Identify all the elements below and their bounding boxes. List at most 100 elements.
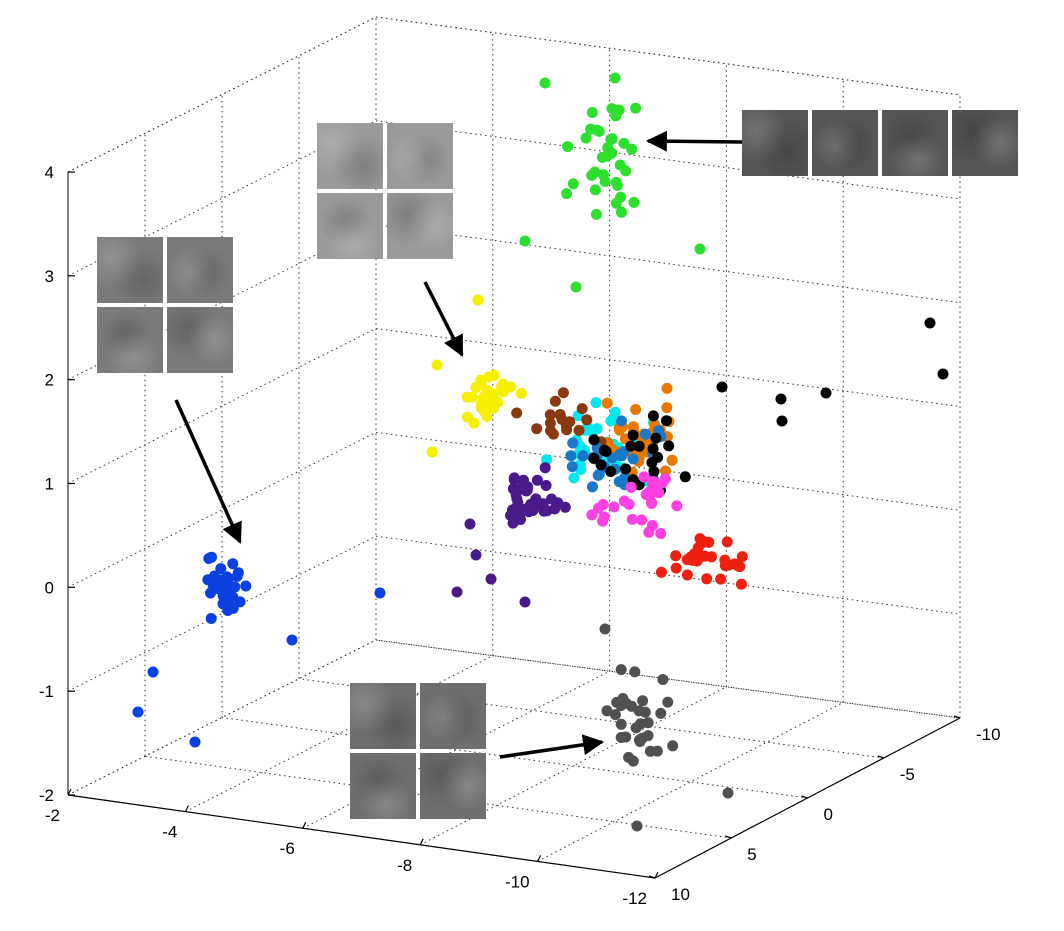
image-patch <box>350 753 416 819</box>
z-tick-label: 2 <box>45 371 54 390</box>
data-point <box>535 500 546 512</box>
data-point <box>639 428 651 440</box>
data-point <box>511 407 523 419</box>
data-point <box>189 736 201 748</box>
data-point <box>539 462 551 474</box>
data-point <box>234 596 246 608</box>
data-point <box>588 452 600 464</box>
data-points <box>132 72 949 832</box>
data-point <box>625 440 637 452</box>
data-point <box>608 501 620 513</box>
annotation-arrow <box>499 734 605 759</box>
data-point <box>636 514 648 526</box>
x-tick-mark <box>67 788 72 796</box>
data-point <box>475 402 487 414</box>
data-point <box>589 184 601 196</box>
y-tick-label: -5 <box>900 765 915 784</box>
data-point <box>240 580 252 592</box>
data-point <box>627 755 639 767</box>
data-point <box>609 709 621 721</box>
data-point <box>601 705 613 717</box>
data-point <box>716 381 728 393</box>
data-point <box>565 450 577 462</box>
data-point <box>523 506 535 518</box>
data-point <box>426 446 438 458</box>
image-patch <box>317 193 383 259</box>
data-point <box>481 411 493 422</box>
data-point <box>567 437 579 449</box>
grid-line <box>375 120 961 200</box>
data-point <box>666 454 678 466</box>
data-point <box>540 480 552 491</box>
data-point <box>701 573 713 585</box>
data-point <box>611 179 623 191</box>
data-point <box>640 489 652 501</box>
data-point <box>602 142 614 154</box>
z-tick-label: 1 <box>45 475 54 494</box>
data-point <box>519 235 531 247</box>
data-point <box>663 440 675 452</box>
data-point <box>776 415 788 427</box>
data-point <box>620 463 632 475</box>
x-tick-label: -6 <box>280 839 295 858</box>
data-point <box>655 528 667 539</box>
image-patch <box>387 123 453 189</box>
x-tick-mark <box>537 855 542 862</box>
data-point <box>549 503 561 515</box>
grid-line <box>375 431 961 511</box>
data-point <box>605 466 617 477</box>
image-patch <box>97 307 163 373</box>
x-tick-mark <box>419 838 424 846</box>
x-axis-line <box>67 794 656 879</box>
data-point <box>626 700 638 712</box>
data-point <box>599 623 611 635</box>
grid-line <box>375 16 961 96</box>
data-point <box>505 509 516 521</box>
annotation-arrow <box>174 399 242 544</box>
x-tick-label: -2 <box>45 806 60 825</box>
data-point <box>667 740 679 752</box>
data-point <box>566 461 578 473</box>
data-point <box>651 480 663 492</box>
y-tick-mark <box>801 795 808 799</box>
image-patch <box>387 193 453 259</box>
data-point <box>592 469 604 481</box>
data-point <box>488 402 500 414</box>
data-point <box>590 208 602 220</box>
data-point <box>736 551 748 563</box>
annotation-arrows <box>174 130 743 759</box>
image-patch <box>97 237 163 303</box>
data-point <box>561 188 573 200</box>
data-point <box>670 562 682 574</box>
data-point <box>609 406 621 418</box>
data-point <box>631 820 643 832</box>
data-point <box>586 107 598 118</box>
data-point <box>671 500 683 512</box>
data-point <box>451 586 463 598</box>
data-point <box>615 206 627 218</box>
data-point <box>147 666 159 678</box>
data-point <box>531 423 543 435</box>
data-point <box>515 387 527 399</box>
x-tick-label: -12 <box>622 889 647 908</box>
y-tick-mark <box>648 875 656 879</box>
data-point <box>580 132 592 144</box>
x-tick-mark <box>302 821 307 829</box>
data-point <box>221 588 233 600</box>
data-point <box>699 536 711 548</box>
data-point <box>679 471 691 483</box>
data-point <box>630 404 642 415</box>
z-tick-label: -1 <box>39 682 54 701</box>
data-point <box>132 706 144 718</box>
data-point <box>519 596 531 608</box>
data-point <box>625 481 637 493</box>
x-tick-mark <box>654 871 659 879</box>
data-point <box>643 526 655 538</box>
data-point <box>735 578 747 590</box>
data-point <box>657 674 669 685</box>
data-point <box>286 634 298 646</box>
data-point <box>627 453 639 465</box>
grid-line <box>375 639 961 719</box>
data-point <box>431 359 443 371</box>
